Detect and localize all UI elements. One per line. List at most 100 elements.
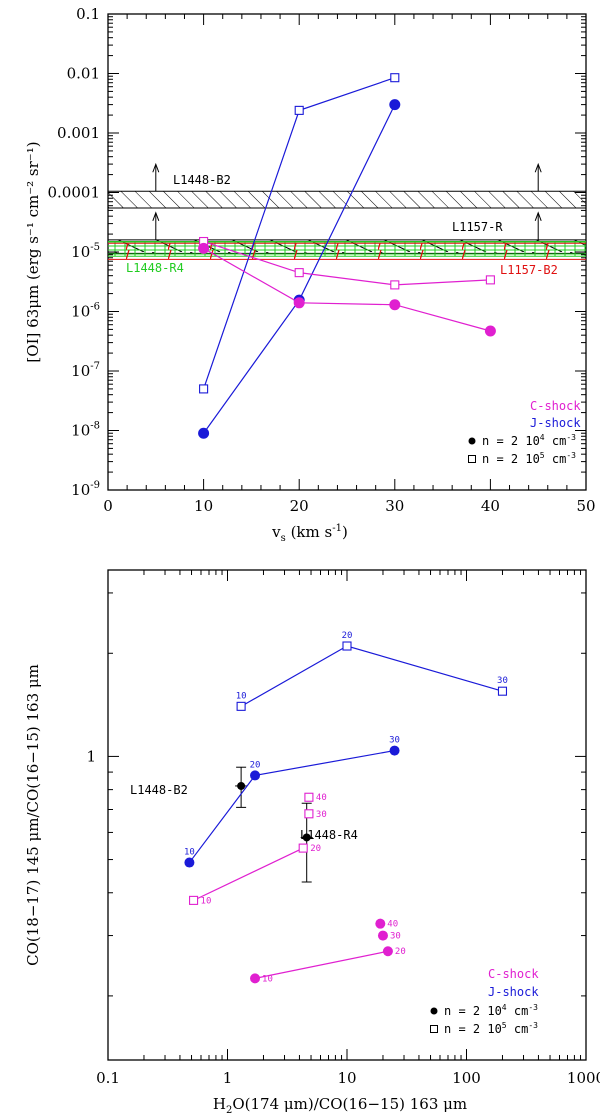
band-label-l1448-r4: L1448-R4: [126, 261, 184, 275]
top-x-tick-label: 20: [290, 497, 309, 515]
top-y-tick-label: 10-5: [71, 242, 100, 261]
top-data-point-square: [390, 280, 400, 290]
lower-limit-arrow-head: [152, 162, 160, 173]
oi-63um-vs-velocity-panel: 0 10 20 30 40 50 10-9 10-8 10-7 10-6 10-5 0.0001 0.0…: [24, 5, 596, 544]
bottom-point-velocity-label: 30: [316, 810, 327, 820]
band-label-l1448-b2: L1448-B2: [173, 173, 231, 187]
bottom-data-point-circle: [375, 918, 386, 929]
legend-j-shock: J-shock: [530, 416, 581, 430]
bottom-data-point-square: [304, 809, 314, 819]
bottom-point-velocity-label: 20: [395, 947, 406, 957]
legend-density-high-bottom: n = 2 105 cm-3: [444, 1021, 538, 1036]
band-l1448-b2-fill: [108, 191, 586, 208]
bottom-data-point-circle: [382, 946, 393, 957]
legend-density-low: n = 2 104 cm-3: [482, 433, 576, 448]
bottom-series-group: 10 20 30 10 20 30 10 20 30 40 10 20 30 40: [184, 631, 508, 984]
band-l1157-b2-fill: [108, 243, 586, 260]
bottom-point-velocity-label: 10: [201, 896, 212, 906]
band-label-l1157-b2: L1157-B2: [500, 263, 558, 277]
top-y-tick-label: 0.1: [76, 5, 100, 23]
bottom-point-velocity-label: 10: [184, 848, 195, 858]
bottom-data-point-circle: [377, 930, 388, 941]
top-y-tick-label: 10-8: [71, 421, 100, 440]
top-x-tick-label: 0: [103, 497, 113, 515]
legend-open-square-marker-bottom: [430, 1025, 438, 1033]
top-series-line: [203, 240, 491, 286]
bottom-data-point-square: [342, 641, 352, 651]
top-data-point-circle: [293, 297, 305, 309]
top-axis-ticks: 0 10 20 30 40 50 10-9 10-8 10-7 10-6 10-5 0.0001 0.0…: [48, 5, 596, 515]
co-ratio-vs-h2o-ratio-panel: 0.1 1 10 100 1000 1 10 20 30 10 20 30 10 20 30 40 10 20 3…: [24, 569, 600, 1116]
bottom-series-line: [188, 749, 395, 863]
top-series-line: [203, 247, 491, 332]
top-data-point-square: [390, 73, 400, 83]
bottom-point-velocity-label: 20: [250, 760, 261, 770]
top-y-tick-label: 10-7: [71, 361, 100, 380]
bottom-point-velocity-label: 40: [387, 920, 398, 930]
top-data-point-square: [294, 105, 304, 115]
bottom-y-tick-label: 1: [86, 747, 96, 765]
top-y-axis-label: [OI] 63μm (erg s⁻¹ cm⁻² sr⁻¹): [24, 141, 42, 362]
bottom-x-tick-label: 1: [223, 1069, 233, 1087]
top-data-point-square: [485, 275, 495, 285]
bottom-legend: C-shock J-shock n = 2 104 cm-3 n = 2 105…: [430, 967, 539, 1036]
bottom-data-point-circle: [250, 973, 261, 984]
bottom-point-velocity-label: 30: [389, 736, 400, 746]
bottom-x-axis-label: H2O(174 μm)/CO(16−15) 163 μm: [213, 1095, 467, 1116]
lower-limit-arrow-head: [534, 162, 542, 173]
bottom-observations: [235, 766, 313, 883]
legend-j-shock-bottom: J-shock: [488, 985, 539, 999]
lower-limit-arrow-head: [534, 211, 542, 222]
bottom-axis-ticks: 0.1 1 10 100 1000 1: [86, 570, 600, 1087]
bottom-x-tick-label: 100: [452, 1069, 481, 1087]
bottom-series-line: [193, 847, 304, 901]
top-series-group: [198, 73, 496, 439]
obs-label-l1448-b2: L1448-B2: [130, 783, 188, 797]
top-observation-bands: [108, 162, 586, 260]
top-legend: C-shock J-shock n = 2 104 cm-3 n = 2 105…: [468, 399, 581, 466]
top-x-axis-label: vs (km s-1): [271, 523, 348, 544]
bottom-point-velocity-label: 10: [262, 974, 273, 984]
top-x-tick-label: 10: [194, 497, 213, 515]
bottom-series-line: [240, 645, 503, 707]
top-data-point-circle: [198, 427, 210, 439]
bottom-data-point-square: [236, 701, 246, 711]
bottom-data-point-square: [189, 895, 199, 905]
obs-label-l1448-r4: L1448-R4: [300, 828, 358, 842]
bottom-point-velocity-label: 10: [236, 691, 247, 701]
top-series-line: [203, 77, 395, 390]
top-x-tick-label: 50: [576, 497, 595, 515]
bottom-point-velocity-label: 30: [497, 676, 508, 686]
bottom-data-point-square: [298, 843, 308, 853]
bottom-x-tick-label: 0.1: [96, 1069, 120, 1087]
legend-c-shock-bottom: C-shock: [488, 967, 539, 981]
top-data-point-circle: [389, 99, 401, 111]
top-y-tick-label: 0.001: [57, 124, 100, 142]
top-y-tick-label: 0.0001: [48, 184, 101, 202]
bottom-series-line: [254, 950, 389, 979]
top-y-tick-label: 0.01: [67, 65, 100, 83]
obs-data-point: [302, 833, 311, 842]
bottom-point-velocity-label: 20: [342, 631, 353, 641]
bottom-x-tick-label: 1000: [567, 1069, 600, 1087]
top-data-point-square: [199, 384, 209, 394]
top-data-point-circle: [389, 299, 401, 311]
legend-filled-circle-marker: [468, 437, 476, 445]
bottom-point-velocity-label: 20: [310, 844, 321, 854]
top-data-point-circle: [198, 242, 210, 254]
legend-density-high: n = 2 105 cm-3: [482, 451, 576, 466]
top-y-tick-label: 10-9: [71, 480, 100, 499]
bottom-data-point-circle: [184, 857, 195, 868]
bottom-y-axis-label: CO(18−17) 145 μm/CO(16−15) 163 μm: [24, 664, 42, 966]
band-label-l1157-r: L1157-R: [452, 220, 503, 234]
bottom-point-velocity-label: 30: [390, 932, 401, 942]
legend-density-low-bottom: n = 2 104 cm-3: [444, 1003, 538, 1018]
bottom-x-tick-label: 10: [337, 1069, 356, 1087]
legend-open-square-marker: [468, 455, 476, 463]
top-x-tick-label: 30: [385, 497, 404, 515]
top-data-point-circle: [484, 325, 496, 337]
bottom-data-point-square: [304, 792, 314, 802]
lower-limit-arrow-head: [152, 211, 160, 222]
top-y-tick-label: 10-6: [71, 302, 100, 321]
